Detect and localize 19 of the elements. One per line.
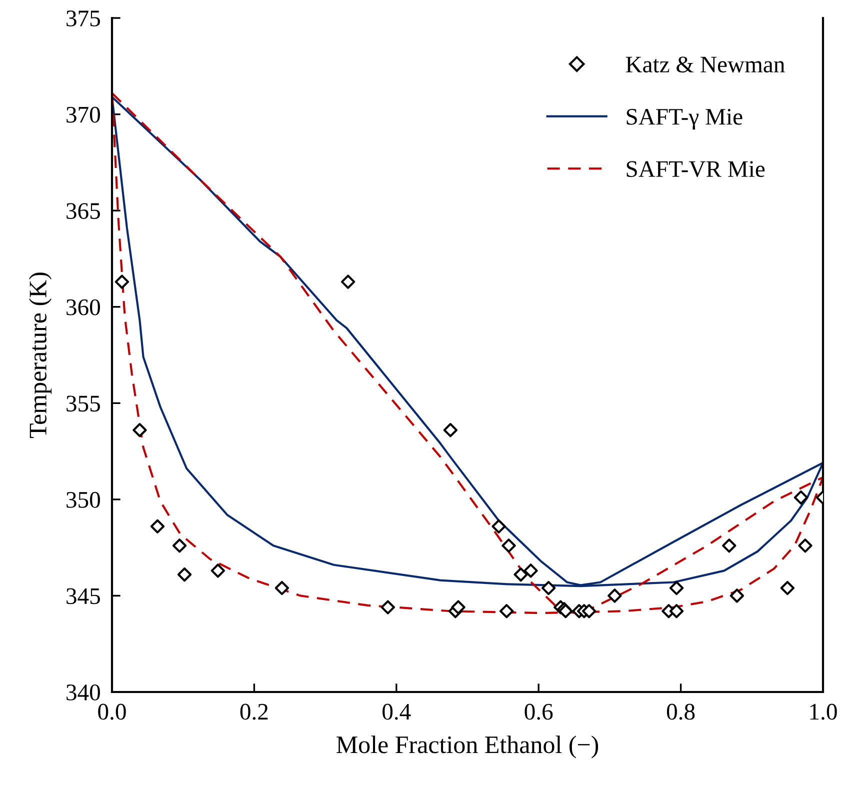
x-tick-label: 1.0 (810, 704, 837, 720)
x-tick-label: 0.2 (240, 704, 268, 720)
legend-label: Katz & Newman (626, 56, 785, 73)
legend-label: SAFT-VR Mie (626, 161, 765, 178)
y-tick-label: 370 (66, 106, 100, 123)
x-axis-title: Mole Fraction Ethanol (−) (336, 736, 598, 758)
y-tick-label: 350 (66, 492, 100, 508)
y-tick-label: 375 (66, 10, 100, 26)
y-tick-label: 340 (66, 684, 100, 700)
y-tick-label: 355 (66, 396, 100, 412)
y-tick-label: 360 (66, 299, 100, 316)
y-tick-label: 345 (66, 588, 100, 604)
x-tick-label: 0.0 (98, 704, 126, 720)
x-tick-label: 0.6 (524, 704, 553, 720)
y-tick-label: 365 (66, 203, 100, 219)
y-axis-title: Temperature (K) (28, 272, 52, 438)
x-tick-label: 0.8 (666, 704, 695, 720)
legend-label: SAFT-γ Mie (626, 108, 742, 130)
x-tick-label: 0.4 (382, 704, 411, 720)
